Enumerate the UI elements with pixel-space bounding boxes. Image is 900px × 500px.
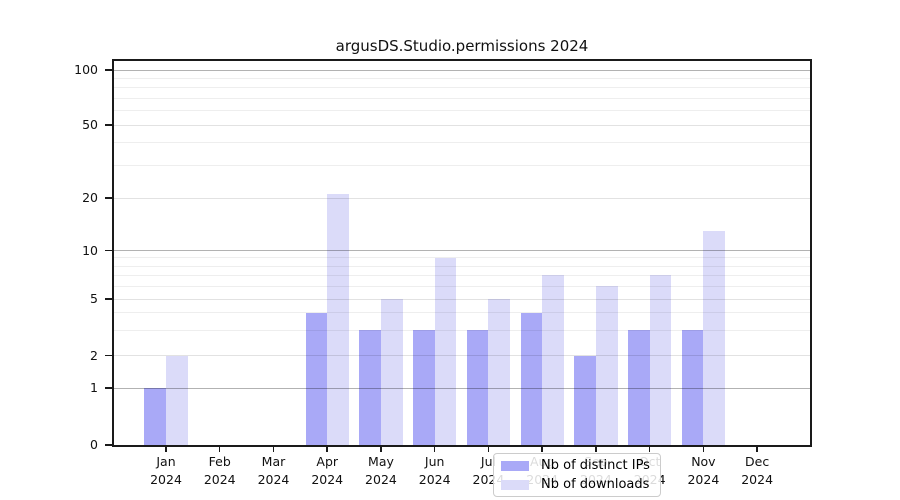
bar-nb-of-distinct-ips-apr bbox=[305, 312, 328, 445]
legend-swatch-nb-of-distinct-ips bbox=[501, 460, 529, 471]
bar-nb-of-distinct-ips-jun bbox=[413, 330, 435, 445]
x-tick-mark-jul bbox=[487, 446, 490, 452]
y-tick-mark-10 bbox=[105, 249, 112, 252]
x-tick-label-month-jan: Jan bbox=[156, 454, 176, 469]
x-tick-mark-dec bbox=[756, 446, 758, 452]
x-tick-label-year-jun: 2024 bbox=[418, 472, 451, 487]
bar-nb-of-downloads-apr bbox=[327, 194, 349, 445]
x-tick-label-month-apr: Apr bbox=[316, 454, 339, 469]
x-tick-label-year-jan: 2024 bbox=[150, 472, 182, 487]
y-tick-label-10: 10 bbox=[82, 242, 98, 258]
y-tick-label-0: 0 bbox=[90, 437, 98, 452]
x-tick-label-year-nov: 2024 bbox=[687, 472, 720, 487]
bar-nb-of-distinct-ips-jan bbox=[144, 388, 166, 445]
bar-nb-of-distinct-ips-may bbox=[359, 330, 381, 445]
chart-title: argusDS.Studio.permissions 2024 bbox=[335, 37, 589, 55]
y-tick-label-20: 20 bbox=[82, 190, 98, 205]
bar-nb-of-downloads-may bbox=[380, 299, 403, 445]
bar-nb-of-distinct-ips-aug bbox=[520, 312, 543, 445]
y-tick-label-100: 100 bbox=[74, 62, 98, 77]
legend-label-nb-of-downloads: Nb of downloads bbox=[541, 477, 650, 492]
x-tick-label-month-nov: Nov bbox=[691, 454, 716, 469]
bar-nb-of-downloads-sep bbox=[595, 286, 618, 445]
x-tick-mark-apr bbox=[326, 446, 328, 452]
x-tick-label-year-dec: 2024 bbox=[741, 472, 774, 487]
x-tick-label-month-feb: Feb bbox=[208, 454, 231, 469]
y-tick-mark-20 bbox=[105, 197, 112, 199]
plot-area: Nb of distinct IPs Nb of downloads bbox=[114, 61, 810, 497]
bar-nb-of-distinct-ips-sep bbox=[574, 355, 596, 445]
legend-item-nb-of-downloads: Nb of downloads bbox=[501, 477, 660, 492]
bar-nb-of-downloads-jul bbox=[488, 299, 511, 445]
legend-item-nb-of-distinct-ips: Nb of distinct IPs bbox=[501, 458, 660, 473]
x-tick-label-month-jul: Jul bbox=[480, 454, 496, 469]
legend: Nb of distinct IPs Nb of downloads bbox=[493, 453, 661, 497]
x-tick-mark-aug bbox=[541, 446, 543, 452]
y-tick-mark-2 bbox=[105, 354, 112, 357]
x-tick-mark-oct bbox=[648, 446, 651, 452]
y-tick-label-5: 5 bbox=[90, 291, 98, 306]
legend-label-nb-of-distinct-ips: Nb of distinct IPs bbox=[541, 458, 650, 473]
x-tick-label-year-may: 2024 bbox=[365, 472, 397, 487]
bar-nb-of-downloads-aug bbox=[542, 275, 564, 445]
legend-swatch-nb-of-downloads bbox=[501, 479, 529, 490]
bar-nb-of-distinct-ips-jul bbox=[466, 330, 489, 445]
bar-nb-of-distinct-ips-nov bbox=[681, 330, 704, 445]
bar-nb-of-distinct-ips-oct bbox=[628, 330, 650, 445]
x-tick-label-year-apr: 2024 bbox=[311, 472, 344, 487]
x-tick-mark-may bbox=[380, 446, 382, 452]
x-tick-mark-mar bbox=[272, 446, 275, 452]
x-tick-label-month-mar: Mar bbox=[261, 454, 286, 469]
x-tick-mark-sep bbox=[595, 446, 597, 452]
x-tick-mark-feb bbox=[218, 446, 221, 452]
x-tick-mark-jan bbox=[165, 446, 167, 452]
x-tick-label-year-feb: 2024 bbox=[203, 472, 236, 487]
y-tick-label-2: 2 bbox=[90, 347, 98, 363]
y-tick-mark-1 bbox=[105, 387, 112, 389]
bar-nb-of-downloads-jun bbox=[434, 257, 457, 445]
y-tick-mark-0 bbox=[105, 444, 112, 446]
bars-layer bbox=[114, 61, 810, 445]
x-tick-label-year-mar: 2024 bbox=[257, 472, 290, 487]
y-tick-mark-100 bbox=[105, 69, 112, 71]
x-tick-label-month-may: May bbox=[368, 454, 394, 469]
y-tick-mark-50 bbox=[105, 124, 112, 126]
y-tick-mark-5 bbox=[105, 298, 112, 300]
y-tick-label-50: 50 bbox=[82, 117, 98, 132]
x-tick-mark-jun bbox=[433, 446, 436, 452]
x-tick-mark-nov bbox=[702, 446, 705, 452]
bar-nb-of-downloads-jan bbox=[166, 355, 188, 445]
y-tick-label-1: 1 bbox=[90, 380, 98, 395]
bar-nb-of-downloads-nov bbox=[703, 230, 725, 445]
bar-nb-of-downloads-oct bbox=[649, 275, 672, 445]
x-tick-label-month-dec: Dec bbox=[745, 454, 770, 469]
x-tick-label-month-jun: Jun bbox=[424, 454, 445, 469]
